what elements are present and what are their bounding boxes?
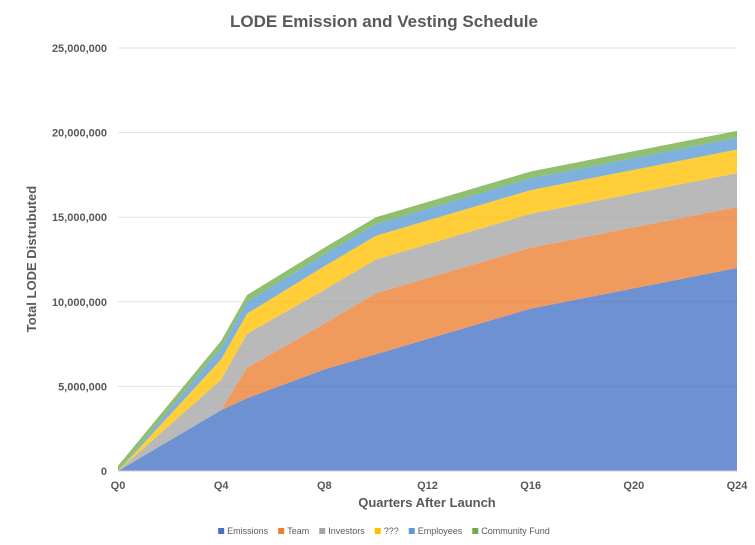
x-tick-label: Q8 — [317, 480, 332, 492]
legend-swatch — [472, 528, 479, 534]
y-tick-label: 20,000,000 — [52, 128, 107, 140]
y-tick-label: 10,000,000 — [52, 297, 107, 309]
area-emissions — [118, 268, 737, 471]
x-tick-label: Q24 — [727, 480, 749, 492]
y-axis-title: Total LODE Distrubuted — [24, 186, 39, 332]
y-axis-ticks: 0 5,000,000 10,000,000 15,000,000 20,000,000… — [52, 43, 107, 478]
x-tick-label: Q0 — [111, 480, 126, 492]
area-team — [118, 207, 737, 471]
legend-label: Community Fund — [481, 526, 550, 536]
x-tick-label: Q20 — [623, 480, 644, 492]
y-tick-label: 0 — [101, 466, 107, 478]
legend-label: Employees — [418, 526, 463, 536]
y-tick-label: 5,000,000 — [58, 381, 107, 393]
legend-label: Emissions — [227, 526, 269, 536]
legend-label: ??? — [384, 526, 399, 536]
y-tick-label: 25,000,000 — [52, 43, 107, 55]
x-tick-label: Q4 — [214, 480, 230, 492]
area-investors — [118, 173, 737, 471]
x-axis-ticks: Q0 Q4 Q8 Q12 Q16 Q20 Q24 — [111, 480, 749, 492]
legend: Emissions Team Investors??? Employees Commun… — [218, 526, 550, 536]
legend-label: Team — [287, 526, 309, 536]
legend-swatch — [374, 528, 381, 534]
area-unnamed — [118, 149, 737, 471]
y-tick-label: 15,000,000 — [52, 212, 107, 224]
legend-swatch — [218, 528, 225, 534]
legend-swatch — [408, 528, 415, 534]
stacked-areas — [118, 130, 737, 471]
legend-label: Investors — [328, 526, 365, 536]
x-tick-label: Q12 — [417, 480, 438, 492]
x-axis-title: Quarters After Launch — [358, 495, 496, 510]
x-tick-label: Q16 — [520, 480, 541, 492]
legend-swatch — [278, 528, 285, 534]
legend-swatch — [319, 528, 326, 534]
chart-title: LODE Emission and Vesting Schedule — [230, 12, 538, 31]
